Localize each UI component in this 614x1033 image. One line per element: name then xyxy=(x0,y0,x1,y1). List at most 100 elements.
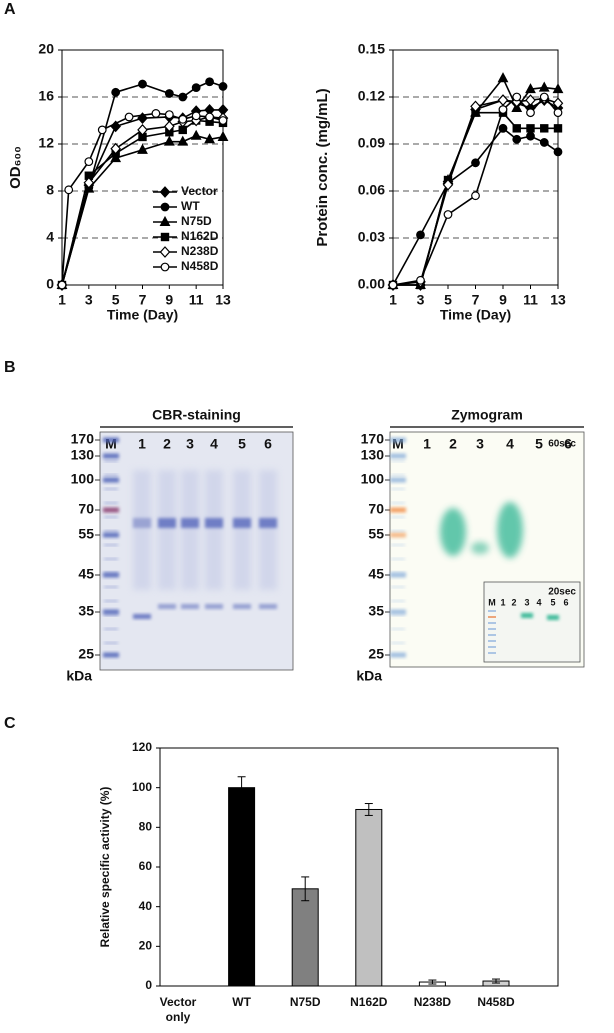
lane-label: 1 xyxy=(423,436,431,452)
marker xyxy=(164,120,175,133)
marker xyxy=(497,94,509,107)
y-tick-label: 0.03 xyxy=(358,229,385,245)
ladder-band xyxy=(104,516,118,518)
ladder-band xyxy=(391,628,405,630)
marker-label: 25 xyxy=(78,646,94,662)
lane-label: 6 xyxy=(564,436,572,452)
x-tick-label: 5 xyxy=(112,292,120,308)
y-axis-label: Protein conc. (mg/mL) xyxy=(314,88,331,246)
y-tick-label: 0 xyxy=(145,978,152,992)
x-tick-label: 7 xyxy=(472,292,480,308)
marker-label: 45 xyxy=(368,566,384,582)
marker xyxy=(443,210,453,219)
marker xyxy=(218,82,228,91)
ladder-band xyxy=(390,507,406,513)
marker xyxy=(512,92,522,102)
y-tick-label: 0.06 xyxy=(358,182,385,198)
ladder-band xyxy=(488,616,496,618)
y-axis-label: OD₆₀₀ xyxy=(7,146,24,189)
panel-label: B xyxy=(4,359,16,376)
x-tick-label: Vector only xyxy=(159,995,197,1024)
ladder-band xyxy=(488,610,496,612)
ladder-band xyxy=(391,460,405,462)
marker xyxy=(442,178,454,191)
ladder-band xyxy=(104,502,118,504)
gel-title: Zymogram xyxy=(451,407,523,423)
x-tick-label: 11 xyxy=(523,292,538,308)
inset-lane-label: 5 xyxy=(550,597,555,607)
marker xyxy=(471,191,480,201)
marker xyxy=(191,83,201,92)
ladder-band xyxy=(390,652,406,658)
smear xyxy=(133,470,151,590)
marker xyxy=(498,123,508,133)
ladder-band xyxy=(104,614,118,616)
marker xyxy=(138,79,147,89)
band xyxy=(205,518,223,528)
marker xyxy=(540,124,549,133)
marker xyxy=(151,109,161,118)
lane-label: 6 xyxy=(264,436,272,452)
ladder-band xyxy=(391,530,405,532)
marker xyxy=(471,158,480,168)
marker xyxy=(178,92,188,102)
ladder-band xyxy=(390,437,406,443)
ladder-band xyxy=(391,474,405,476)
x-tick-label: 3 xyxy=(417,292,425,308)
inset-lane-label: 1 xyxy=(500,597,505,607)
ladder-band xyxy=(103,437,119,443)
ladder-band xyxy=(390,572,406,578)
ladder-band xyxy=(104,586,118,588)
x-tick-label: 7 xyxy=(139,292,147,308)
x-tick-label: 9 xyxy=(165,292,173,308)
marker xyxy=(538,81,550,92)
x-axis-label: Time (Day) xyxy=(107,307,178,323)
marker xyxy=(204,133,215,144)
inset-exposure-label: 20sec xyxy=(548,587,576,598)
ladder-band xyxy=(103,532,119,538)
marker xyxy=(416,275,425,285)
marker xyxy=(205,77,214,87)
ladder-band xyxy=(104,460,118,462)
marker xyxy=(110,142,121,155)
lane-label: 2 xyxy=(449,436,457,452)
x-tick-label: N458D xyxy=(477,995,515,1009)
lane-label: 1 xyxy=(138,436,146,452)
marker xyxy=(218,116,228,125)
marker-label: 70 xyxy=(78,501,94,517)
smear xyxy=(259,470,277,590)
legend-marker xyxy=(159,246,171,258)
ladder-band xyxy=(104,488,118,490)
marker xyxy=(539,138,549,147)
marker xyxy=(137,143,148,154)
x-tick-label: 9 xyxy=(499,292,507,308)
marker xyxy=(512,134,522,144)
inset-lane-label: 4 xyxy=(536,597,541,607)
x-tick-label: N238D xyxy=(413,995,452,1009)
x-tick-label: N162D xyxy=(350,995,388,1009)
lane-label: 5 xyxy=(535,436,543,452)
marker xyxy=(164,89,174,98)
band xyxy=(133,614,151,619)
x-tick-label: 5 xyxy=(444,292,452,308)
bar xyxy=(228,787,256,987)
ladder-band xyxy=(103,507,119,513)
ladder-band xyxy=(391,544,405,546)
y-tick-label: 20 xyxy=(139,939,153,953)
legend-label: N75D xyxy=(181,214,212,228)
unit-label: kDa xyxy=(356,668,382,684)
series-line xyxy=(392,127,559,286)
smear xyxy=(205,470,223,590)
marker xyxy=(205,112,214,122)
marker-label: 35 xyxy=(78,603,94,619)
unit-label: kDa xyxy=(66,668,92,684)
y-tick-label: 20 xyxy=(38,41,54,57)
marker-label: 55 xyxy=(78,526,94,542)
band xyxy=(259,604,277,609)
activity-band xyxy=(547,615,559,620)
ladder-band xyxy=(390,609,406,615)
marker xyxy=(190,129,202,140)
activity-band xyxy=(440,508,466,556)
marker xyxy=(526,131,535,141)
